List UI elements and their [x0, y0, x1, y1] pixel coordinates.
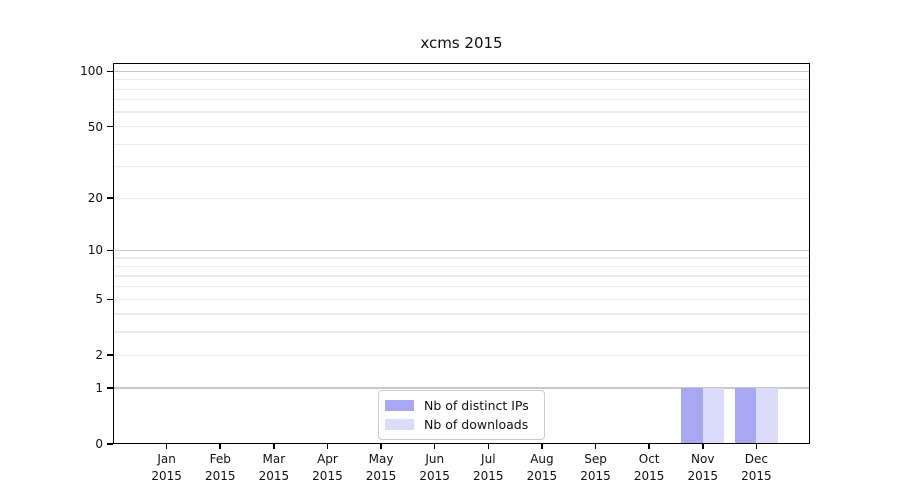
x-tick-label: Dec 2015 [724, 451, 788, 484]
x-tick [433, 444, 436, 449]
x-tick-month: May [368, 452, 394, 466]
bar [734, 388, 757, 444]
x-tick-month: Feb [209, 452, 231, 466]
minor-gridline [113, 354, 810, 356]
x-tick [701, 444, 704, 449]
x-tick-label: Jul 2015 [456, 451, 520, 484]
y-tick [107, 197, 113, 199]
legend-row: Nb of distinct IPs [385, 398, 534, 413]
y-tick [107, 249, 113, 252]
minor-gridline [113, 143, 810, 145]
y-tick-label: 10 [87, 243, 103, 258]
x-tick-label: Feb 2015 [188, 451, 252, 484]
x-tick [594, 444, 597, 449]
y-tick-label: 2 [95, 348, 103, 363]
x-tick-label: Sep 2015 [564, 451, 628, 484]
bar [681, 388, 703, 444]
x-tick [487, 444, 490, 449]
minor-gridline [113, 313, 810, 315]
plot-area [113, 63, 810, 444]
minor-gridline [113, 197, 810, 199]
x-tick-label: Jun 2015 [403, 451, 467, 484]
y-tick-label: 50 [87, 119, 103, 134]
x-tick-year: 2015 [473, 468, 504, 483]
major-gridline [113, 249, 810, 251]
x-tick-year: 2015 [633, 468, 665, 483]
x-tick-label: May 2015 [349, 451, 413, 484]
major-gridline [113, 70, 810, 72]
minor-gridline [113, 166, 810, 168]
minor-gridline [113, 257, 810, 259]
y-tick [107, 298, 113, 301]
x-tick-year: 2015 [526, 468, 558, 483]
minor-gridline [113, 265, 810, 268]
x-tick-label: Oct 2015 [617, 451, 681, 484]
legend-swatch [385, 419, 414, 430]
x-tick-month: Oct [638, 452, 660, 466]
y-tick-label: 20 [87, 191, 103, 206]
x-tick [648, 444, 650, 449]
x-tick [380, 444, 382, 449]
bar [702, 388, 725, 444]
legend: Nb of distinct IPs Nb of downloads [378, 390, 545, 440]
x-tick-month: Nov [691, 452, 715, 466]
minor-gridline [113, 125, 810, 128]
major-gridline [113, 387, 810, 389]
y-tick-label: 1 [95, 381, 103, 396]
x-tick-month: Jan [157, 452, 176, 466]
x-tick [165, 444, 168, 449]
minor-gridline [113, 79, 810, 81]
x-tick-year: 2015 [687, 468, 719, 483]
x-tick-year: 2015 [741, 468, 772, 483]
legend-label: Nb of downloads [424, 417, 529, 432]
legend-swatch [385, 400, 414, 411]
x-tick-year: 2015 [258, 468, 290, 483]
x-tick-year: 2015 [580, 468, 611, 483]
minor-gridline [113, 275, 810, 277]
minor-gridline [113, 331, 810, 333]
x-tick-month: Jul [481, 452, 496, 466]
y-tick-label: 5 [95, 292, 103, 307]
y-tick [107, 387, 113, 389]
x-tick-year: 2015 [365, 468, 397, 483]
x-tick-year: 2015 [204, 468, 236, 483]
x-tick-year: 2015 [419, 468, 450, 483]
chart-title: xcms 2015 [420, 34, 503, 52]
y-tick [107, 70, 113, 73]
x-tick-month: Jun [425, 452, 445, 466]
y-tick-label: 100 [80, 64, 103, 79]
legend-label: Nb of distinct IPs [424, 398, 529, 413]
y-tick [107, 354, 113, 357]
x-tick [219, 444, 222, 449]
minor-gridline [113, 286, 810, 288]
x-tick-month: Aug [530, 452, 554, 466]
x-tick-label: Jan 2015 [135, 451, 199, 484]
bar [756, 388, 778, 444]
x-tick [541, 444, 543, 449]
x-tick-year: 2015 [151, 468, 182, 483]
y-tick [107, 125, 113, 128]
y-tick [107, 443, 113, 445]
x-tick-year: 2015 [312, 468, 343, 483]
x-tick [273, 444, 275, 449]
minor-gridline [113, 111, 810, 113]
minor-gridline [113, 88, 810, 90]
x-tick-month: Mar [262, 452, 286, 466]
legend-row: Nb of downloads [385, 417, 534, 432]
minor-gridline [113, 298, 810, 300]
y-tick-label: 0 [95, 437, 103, 451]
x-tick-label: Nov 2015 [671, 451, 735, 484]
x-tick-label: Aug 2015 [510, 451, 574, 484]
x-tick-label: Mar 2015 [242, 451, 306, 484]
x-tick-month: Dec [744, 452, 768, 466]
x-tick [755, 444, 758, 449]
minor-gridline [113, 99, 810, 101]
x-tick-month: Apr [317, 452, 338, 466]
x-tick-label: Apr 2015 [295, 451, 359, 484]
x-tick-month: Sep [584, 452, 607, 466]
x-tick [326, 444, 329, 449]
